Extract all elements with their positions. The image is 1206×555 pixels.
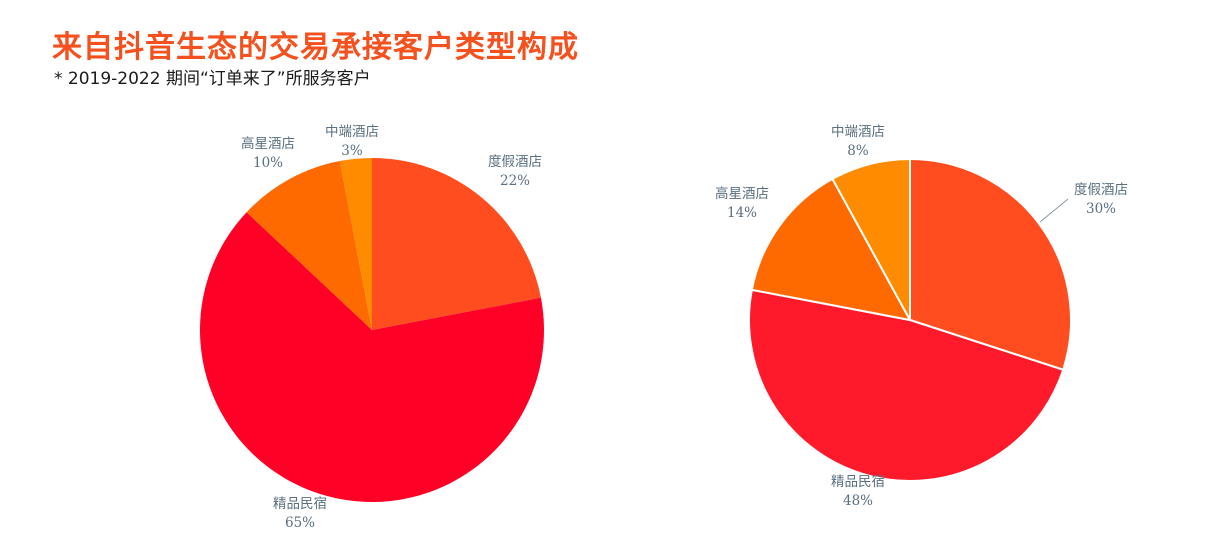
slice-label-1-3: 高星酒店: [241, 135, 295, 152]
pie-slice-2-1: [909, 157, 1072, 372]
leader-line-2-1: [1039, 198, 1069, 223]
pie-slice-1-2: [200, 212, 545, 502]
slice-value-1-1: 22%: [500, 173, 530, 189]
pie-slice-2-3: [750, 177, 912, 322]
pie-slice-2-4: [831, 157, 911, 321]
slice-value-1-3: 10%: [253, 155, 283, 171]
slice-label-1-1: 度假酒店: [488, 154, 542, 170]
pie-slice-1-3: [246, 161, 372, 330]
slice-label-2-3: 高星酒店: [715, 185, 769, 202]
slice-value-2-4: 8%: [847, 143, 869, 159]
slice-label-1-2: 精品民宿: [273, 495, 327, 512]
slice-value-1-2: 65%: [285, 515, 315, 531]
slice-label-2-4: 中端酒店: [831, 124, 885, 140]
slice-value-2-1: 30%: [1086, 201, 1116, 217]
pie-slice-1-4: [339, 158, 372, 330]
slice-value-2-2: 48%: [843, 493, 873, 509]
pie-chart-2: 度假酒店 30% 精品民宿 48% 高星酒店 14% 中端酒店 8%: [715, 124, 1128, 509]
pie-slice-2-2: [748, 288, 1065, 482]
page-title: 来自抖音生态的交易承接客户类型构成: [52, 30, 579, 65]
slice-label-2-1: 度假酒店: [1074, 182, 1128, 198]
pie-slice-1-1: [372, 158, 541, 330]
slice-label-1-4: 中端酒店: [325, 124, 379, 140]
page-subtitle: * 2019-2022 期间“订单来了”所服务客户: [54, 69, 371, 89]
pie-chart-1: 度假酒店 22% 精品民宿 65% 高星酒店 10% 中端酒店 3%: [200, 124, 545, 531]
slice-label-2-2: 精品民宿: [831, 473, 885, 490]
slice-value-1-4: 3%: [341, 143, 363, 159]
slice-value-2-3: 14%: [727, 205, 757, 221]
